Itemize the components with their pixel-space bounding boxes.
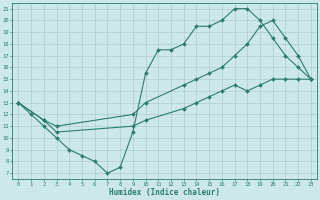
X-axis label: Humidex (Indice chaleur): Humidex (Indice chaleur)	[109, 188, 220, 197]
